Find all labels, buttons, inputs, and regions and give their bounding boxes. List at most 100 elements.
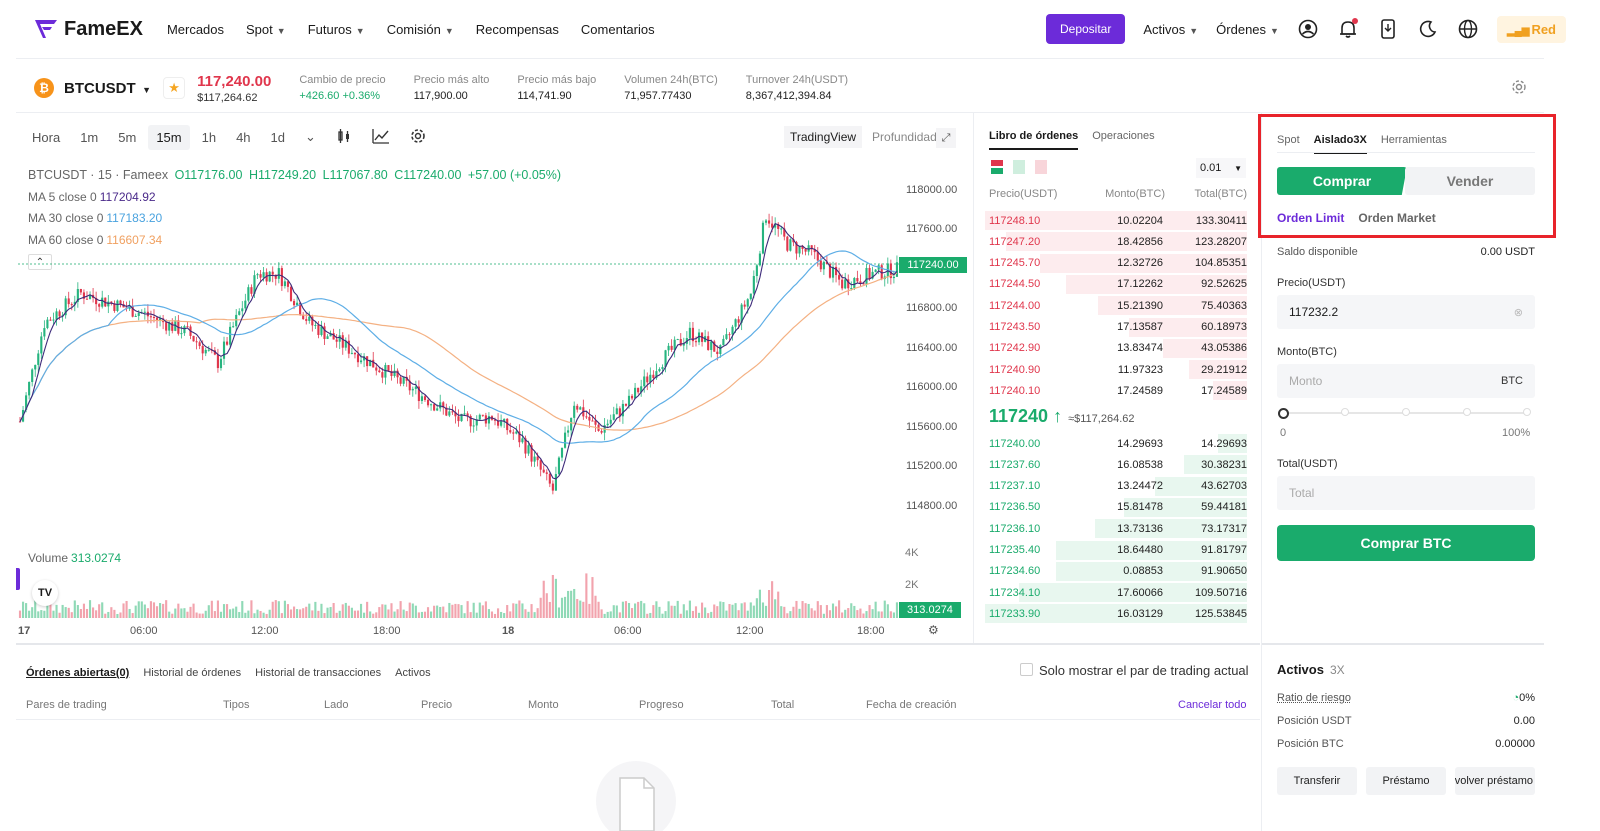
nav-mercados[interactable]: Mercados xyxy=(167,22,224,37)
repay-button[interactable]: Devolver préstamo xyxy=(1455,767,1535,795)
slider-step[interactable] xyxy=(1402,408,1410,416)
sell-tab-button[interactable]: Vender xyxy=(1405,167,1535,195)
volume-bar xyxy=(685,610,688,618)
tab-tools[interactable]: Herramientas xyxy=(1380,134,1447,146)
volume-bar xyxy=(892,612,895,618)
moon-icon[interactable] xyxy=(1417,18,1439,40)
tab-limit-order[interactable]: Orden Limit xyxy=(1277,211,1345,225)
nav-comision[interactable]: Comisión ▼ xyxy=(387,22,454,37)
assets-menu[interactable]: Activos ▼ xyxy=(1143,22,1198,37)
chart-settings-icon[interactable]: ⚙ xyxy=(928,623,939,637)
ask-row[interactable]: 117242.90 13.83474 43.05386 xyxy=(985,338,1247,359)
tab-open-orders[interactable]: Órdenes abiertas(0) xyxy=(26,667,130,679)
total-input[interactable]: Total xyxy=(1277,476,1535,510)
ask-row[interactable]: 117240.10 17.24589 17.24589 xyxy=(985,380,1247,401)
interval-1m[interactable]: 1m xyxy=(80,129,99,145)
volume-bar xyxy=(274,600,277,618)
bid-row[interactable]: 117233.90 16.03129 125.53845 xyxy=(985,603,1247,624)
price-input[interactable]: 117232.2 ⊗ xyxy=(1277,295,1535,329)
candle-body xyxy=(509,430,512,433)
bid-row[interactable]: 117237.60 16.08538 30.38231 xyxy=(985,454,1247,475)
tab-trade-history[interactable]: Historial de transacciones xyxy=(255,667,382,679)
tradingview-logo-icon[interactable]: TV xyxy=(32,580,58,606)
interval-1h[interactable]: 1h xyxy=(201,129,217,145)
bell-icon[interactable] xyxy=(1337,18,1359,40)
slider-handle[interactable] xyxy=(1278,408,1289,419)
tab-order-history[interactable]: Historial de órdenes xyxy=(143,667,242,679)
asks-only-icon[interactable] xyxy=(1035,160,1047,174)
bid-row[interactable]: 117236.50 15.81478 59.44181 xyxy=(985,497,1247,518)
both-sides-icon[interactable] xyxy=(991,160,1003,174)
amount-slider[interactable] xyxy=(1283,408,1531,416)
user-icon[interactable] xyxy=(1297,18,1319,40)
clear-icon[interactable]: ⊗ xyxy=(1513,306,1523,319)
bid-row[interactable]: 117236.10 13.73136 73.17317 xyxy=(985,518,1247,539)
bids-only-icon[interactable] xyxy=(1013,160,1025,174)
transfer-button[interactable]: Transferir xyxy=(1277,767,1357,795)
buy-tab-button[interactable]: Comprar xyxy=(1277,167,1407,195)
ask-row[interactable]: 117248.10 10.02204 133.30411 xyxy=(985,210,1247,231)
amount-label: Monto(BTC) xyxy=(1277,346,1337,358)
candle-body xyxy=(743,304,746,307)
loan-button[interactable]: Préstamo xyxy=(1366,767,1446,795)
signal-bars-icon: ▂▄▆ xyxy=(1506,25,1530,37)
indicators-icon[interactable] xyxy=(364,123,398,152)
candles-icon[interactable] xyxy=(328,123,360,152)
favorite-star-icon[interactable]: ★ xyxy=(163,77,186,99)
nav-spot[interactable]: Spot ▼ xyxy=(246,22,286,37)
tab-tradingview[interactable]: TradingView xyxy=(784,126,863,148)
amount-input[interactable]: Monto BTC xyxy=(1277,364,1535,398)
volume-bar xyxy=(320,603,323,618)
deposit-button[interactable]: Depositar xyxy=(1045,14,1126,44)
tab-trades[interactable]: Operaciones xyxy=(1092,130,1155,142)
tab-market-order[interactable]: Orden Market xyxy=(1358,211,1436,225)
gear-icon[interactable] xyxy=(402,123,434,152)
color-theme-badge[interactable]: ▂▄▆ Red xyxy=(1496,15,1566,43)
nav-recompensas[interactable]: Recompensas xyxy=(476,22,559,37)
buy-btc-button[interactable]: Comprar BTC xyxy=(1277,525,1535,561)
bid-row[interactable]: 117234.60 0.08853 91.90650 xyxy=(985,561,1247,582)
bid-row[interactable]: 117240.00 14.29693 14.29693 xyxy=(985,433,1247,454)
interval-hora[interactable]: Hora xyxy=(32,129,61,145)
bid-row[interactable]: 117235.40 18.64480 91.81797 xyxy=(985,540,1247,561)
ask-row[interactable]: 117245.70 12.32726 104.85351 xyxy=(985,253,1247,274)
collapse-legend-icon[interactable]: ⌃ xyxy=(28,254,52,270)
globe-icon[interactable] xyxy=(1457,18,1479,40)
tab-isolated-3x[interactable]: Aislado3X xyxy=(1313,134,1367,154)
chart-settings-gear-icon[interactable] xyxy=(1508,76,1530,98)
nav-comentarios[interactable]: Comentarios xyxy=(581,22,655,37)
slider-step[interactable] xyxy=(1341,408,1349,416)
side-handle[interactable] xyxy=(16,568,20,590)
orders-menu[interactable]: Órdenes ▼ xyxy=(1216,22,1279,37)
tab-spot[interactable]: Spot xyxy=(1277,134,1300,146)
only-current-pair-checkbox[interactable] xyxy=(1020,663,1033,676)
interval-1d[interactable]: 1d xyxy=(270,129,286,145)
ask-row[interactable]: 117244.00 15.21390 75.40363 xyxy=(985,295,1247,316)
nav-futuros[interactable]: Futuros ▼ xyxy=(308,22,365,37)
expand-icon[interactable]: ⤢ xyxy=(936,128,956,148)
precision-select[interactable]: 0.01 ▼ xyxy=(1196,158,1246,178)
tab-profundidad[interactable]: Profundidad xyxy=(872,130,937,144)
tab-assets[interactable]: Activos xyxy=(395,667,431,679)
ask-row[interactable]: 117243.50 17.13587 60.18973 xyxy=(985,317,1247,338)
interval-15m[interactable]: 15m xyxy=(148,124,190,150)
chevron-down-icon[interactable]: ⌄ xyxy=(305,129,316,144)
ask-row[interactable]: 117247.20 18.42856 123.28207 xyxy=(985,231,1247,252)
interval-4h[interactable]: 4h xyxy=(236,129,251,145)
tab-orderbook[interactable]: Libro de órdenes xyxy=(989,130,1079,150)
pair-selector[interactable]: BTCUSDT ▼ xyxy=(64,80,151,97)
depth-bar xyxy=(1189,360,1247,380)
ma30-line xyxy=(19,250,898,444)
download-app-icon[interactable] xyxy=(1377,18,1399,40)
candle-body xyxy=(320,326,323,335)
cancel-all-button[interactable]: Cancelar todo xyxy=(1178,699,1247,711)
price-chart[interactable] xyxy=(18,160,973,640)
slider-step[interactable] xyxy=(1523,408,1531,416)
ask-row[interactable]: 117244.50 17.12262 92.52625 xyxy=(985,274,1247,295)
ask-row[interactable]: 117240.90 11.97323 29.21912 xyxy=(985,359,1247,380)
interval-5m[interactable]: 5m xyxy=(118,129,137,145)
slider-step[interactable] xyxy=(1463,408,1471,416)
brand-logo[interactable]: FameEX xyxy=(34,18,143,41)
bid-row[interactable]: 117234.10 17.60066 109.50716 xyxy=(985,582,1247,603)
bid-row[interactable]: 117237.10 13.24472 43.62703 xyxy=(985,476,1247,497)
